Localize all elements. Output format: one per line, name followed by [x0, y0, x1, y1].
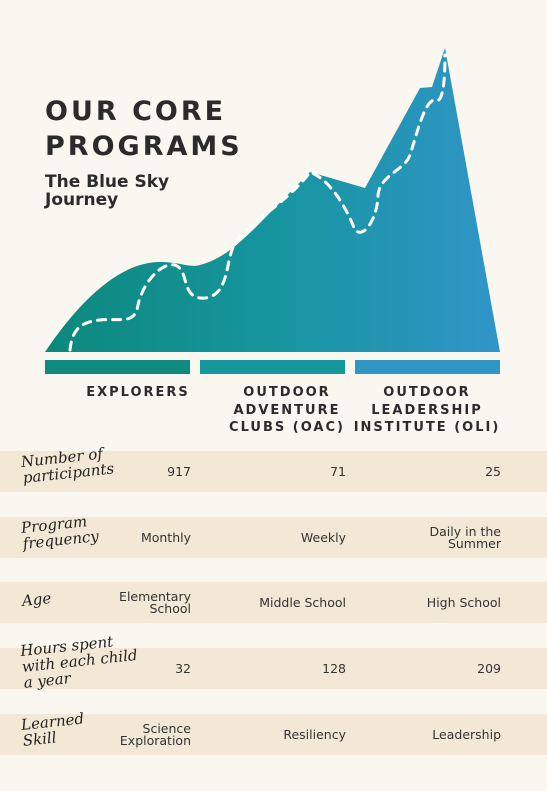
- cell: Weekly: [300, 530, 346, 545]
- column-header: OUTDOOR LEADERSHIP INSTITUTE (OLI): [353, 385, 501, 435]
- row-band: [0, 648, 547, 689]
- cell: Resiliency: [283, 727, 346, 742]
- cell: 209: [477, 661, 501, 676]
- row-band: [0, 714, 547, 755]
- column-bar: [200, 360, 345, 374]
- cell: Leadership: [432, 727, 501, 742]
- dashed-path: [68, 53, 447, 352]
- mountain-graphic: [45, 48, 500, 374]
- column-bar: [45, 360, 190, 374]
- row-band: [0, 451, 547, 492]
- cell: 128: [322, 661, 346, 676]
- cell: 32: [175, 661, 191, 676]
- cell: Monthly: [140, 530, 191, 545]
- subtitle: The Blue Sky Journey: [45, 172, 170, 210]
- cell: Science Exploration: [119, 721, 191, 748]
- cell: Daily in the Summer: [429, 524, 501, 551]
- cell: 25: [485, 464, 501, 479]
- column-header: OUTDOOR ADVENTURE CLUBS (OAC): [229, 385, 345, 435]
- cell: Elementary School: [119, 589, 191, 616]
- cell: 917: [167, 464, 191, 479]
- cell: 71: [330, 464, 346, 479]
- cell: High School: [426, 595, 501, 610]
- row-band: [0, 517, 547, 558]
- row-band: [0, 582, 547, 623]
- column-header: EXPLORERS: [86, 385, 190, 400]
- column-bar: [355, 360, 500, 374]
- title: OUR CORE PROGRAMS: [45, 96, 243, 162]
- mountain: [45, 48, 500, 352]
- row-label: Age: [21, 588, 53, 610]
- cell: Middle School: [259, 595, 346, 610]
